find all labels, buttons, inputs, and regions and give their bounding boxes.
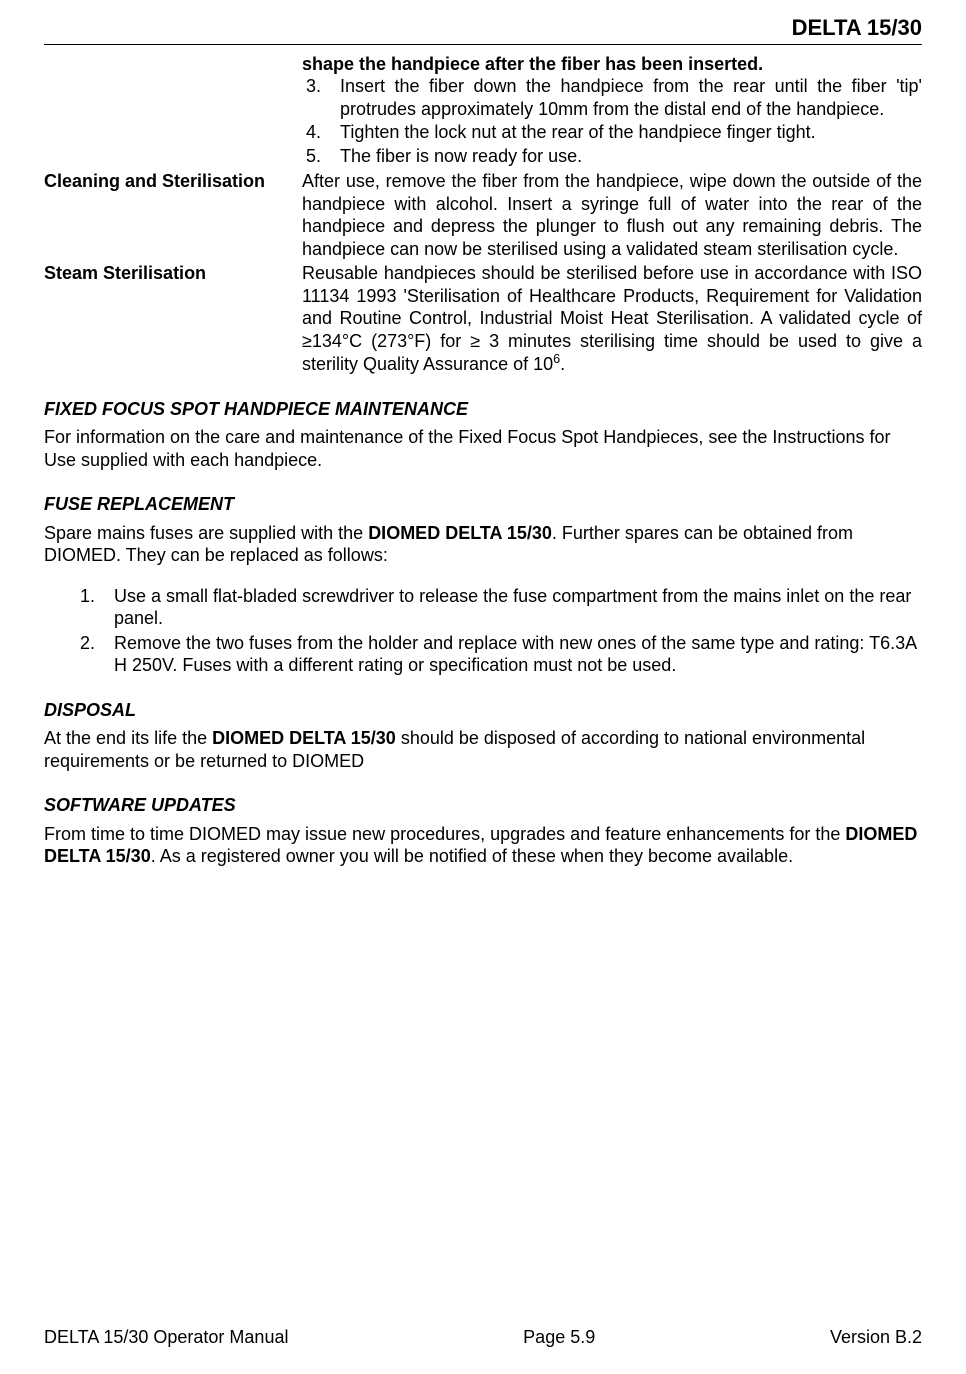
footer-left: DELTA 15/30 Operator Manual <box>44 1326 288 1349</box>
list-item: Insert the fiber down the handpiece from… <box>326 75 922 120</box>
intro-row: shape the handpiece after the fiber has … <box>44 53 922 169</box>
list-item: Use a small flat-bladed screwdriver to r… <box>100 585 922 630</box>
steam-label: Steam Sterilisation <box>44 262 302 376</box>
steam-text: Reusable handpieces should be sterilised… <box>302 262 922 376</box>
footer-right: Version B.2 <box>830 1326 922 1349</box>
fuse-list: Use a small flat-bladed screwdriver to r… <box>44 585 922 677</box>
disposal-body: At the end its life the DIOMED DELTA 15/… <box>44 727 922 772</box>
intro-label <box>44 53 302 169</box>
list-item: The fiber is now ready for use. <box>326 145 922 168</box>
steam-row: Steam Sterilisation Reusable handpieces … <box>44 262 922 376</box>
software-body: From time to time DIOMED may issue new p… <box>44 823 922 868</box>
cleaning-label: Cleaning and Sterilisation <box>44 170 302 260</box>
intro-content: shape the handpiece after the fiber has … <box>302 53 922 169</box>
cleaning-row: Cleaning and Sterilisation After use, re… <box>44 170 922 260</box>
cleaning-text: After use, remove the fiber from the han… <box>302 170 922 260</box>
page: DELTA 15/30 shape the handpiece after th… <box>0 0 966 868</box>
section-title-fixed-focus: FIXED FOCUS SPOT HANDPIECE MAINTENANCE <box>44 398 922 421</box>
intro-list: Insert the fiber down the handpiece from… <box>302 75 922 167</box>
header-rule <box>44 44 922 45</box>
fixed-focus-body: For information on the care and maintena… <box>44 426 922 471</box>
list-item: Remove the two fuses from the holder and… <box>100 632 922 677</box>
page-footer: DELTA 15/30 Operator Manual Page 5.9 Ver… <box>44 1326 922 1349</box>
header-title: DELTA 15/30 <box>792 15 922 40</box>
fuse-body: Spare mains fuses are supplied with the … <box>44 522 922 567</box>
page-header: DELTA 15/30 <box>44 14 922 44</box>
section-title-fuse: FUSE REPLACEMENT <box>44 493 922 516</box>
list-item: Tighten the lock nut at the rear of the … <box>326 121 922 144</box>
intro-bold-line: shape the handpiece after the fiber has … <box>302 53 922 76</box>
section-title-disposal: DISPOSAL <box>44 699 922 722</box>
section-title-software: SOFTWARE UPDATES <box>44 794 922 817</box>
footer-center: Page 5.9 <box>523 1326 595 1349</box>
